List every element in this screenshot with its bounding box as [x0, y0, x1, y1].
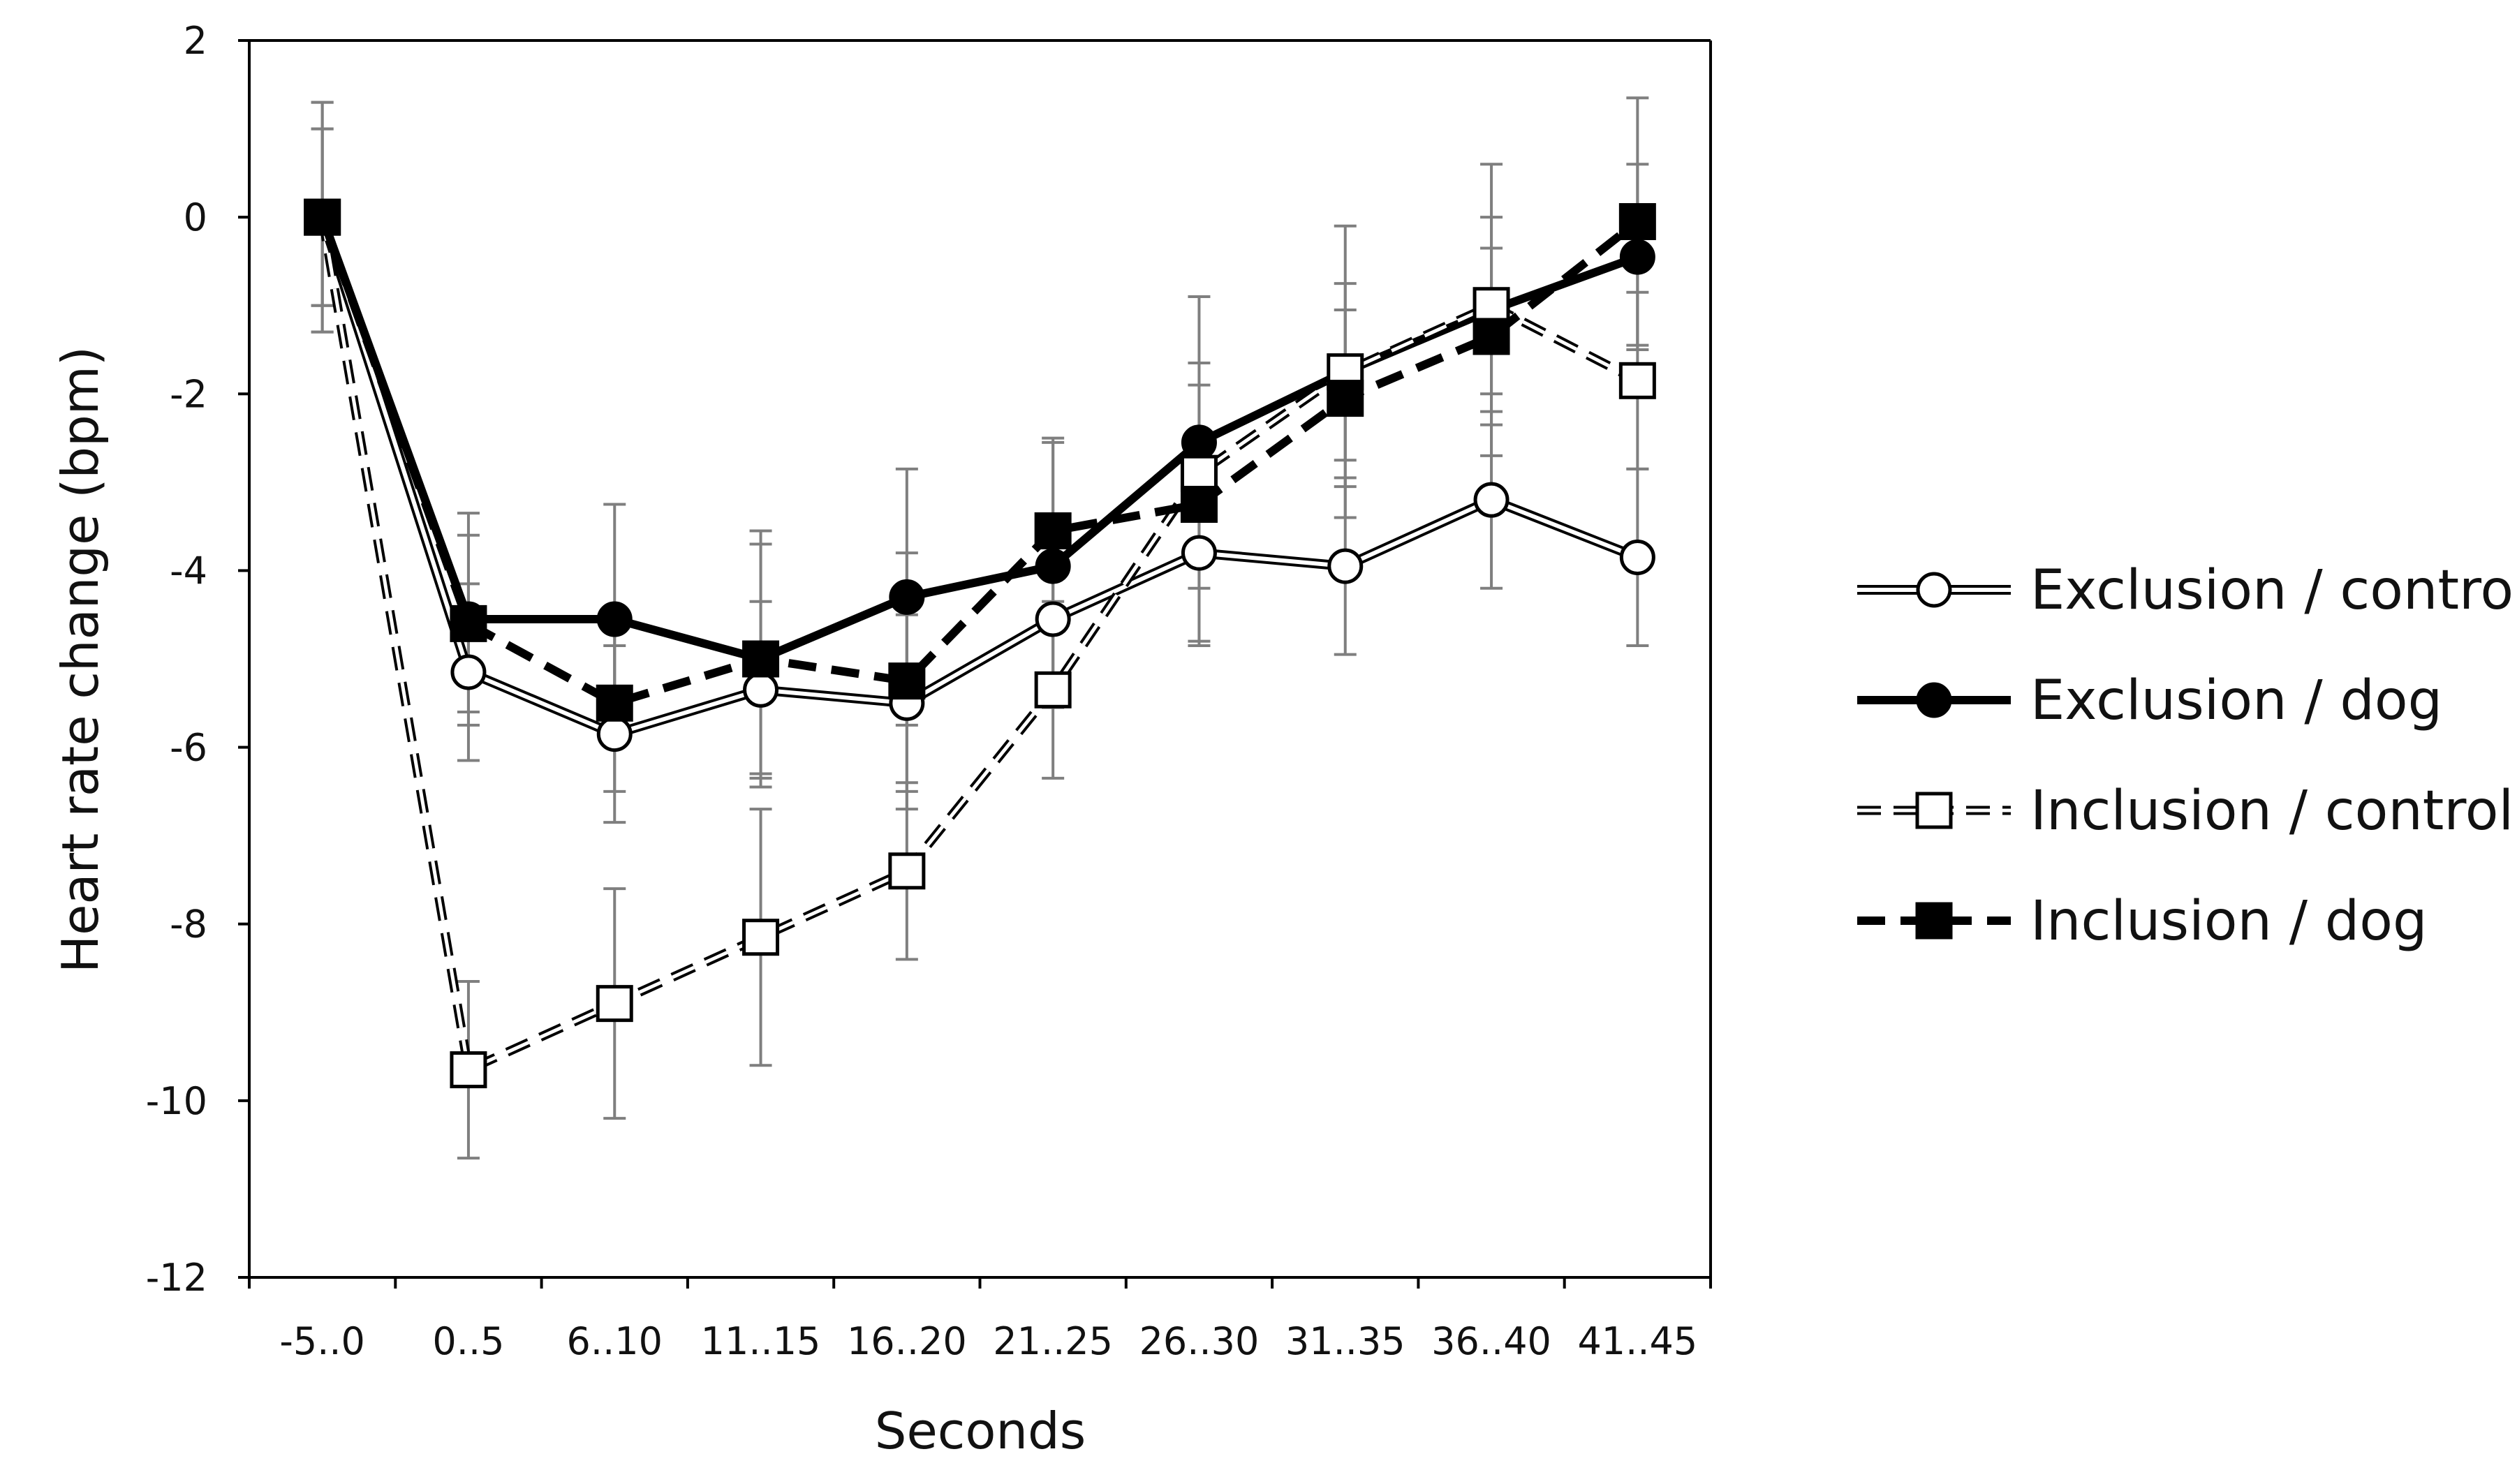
data-point-series-0 [743, 671, 779, 708]
legend-item: Inclusion / control [1857, 780, 2514, 843]
y-tick-label: -8 [170, 903, 207, 947]
series-line-2 [318, 216, 1640, 1075]
legend-item: Inclusion / dog [1857, 890, 2428, 953]
x-tick-label: -5..0 [279, 1319, 365, 1363]
x-tick-label: 26..30 [1139, 1319, 1260, 1363]
y-tick-label: -10 [146, 1079, 207, 1123]
y-tick-label: 2 [184, 19, 207, 63]
legend-label: Inclusion / control [2030, 780, 2514, 843]
series-line-3 [318, 216, 1641, 708]
x-tick-label: 31..35 [1285, 1319, 1405, 1363]
legend-item: Exclusion / control [1857, 559, 2517, 622]
data-point-series-2 [1472, 287, 1510, 325]
data-point-series-1 [1619, 239, 1655, 275]
y-axis: 2 0 -2 -4 -6 -8 -10 -12 [146, 19, 249, 1300]
data-point-series-2 [1034, 671, 1072, 708]
data-point-series-3 [1327, 380, 1364, 417]
data-point-series-1 [889, 579, 925, 615]
data-point-series-2 [1618, 362, 1656, 399]
data-point-series-3 [1618, 202, 1656, 240]
y-tick-label: -2 [170, 372, 207, 416]
data-point-series-2 [450, 1051, 487, 1089]
data-point-series-3 [450, 604, 487, 642]
series-line-0 [317, 216, 1639, 739]
x-tick-label: 36..40 [1431, 1319, 1551, 1363]
legend: Exclusion / control Exclusion / dog Inclus… [1857, 559, 2517, 953]
x-tick-label: 0..5 [432, 1319, 504, 1363]
y-tick-label: 0 [184, 195, 207, 239]
data-point-series-3 [888, 662, 926, 700]
data-point-series-0 [1327, 548, 1364, 584]
data-point-series-3 [742, 640, 780, 678]
x-tick-label: 21..25 [993, 1319, 1113, 1363]
legend-label: Inclusion / dog [2030, 890, 2428, 953]
data-point-series-1 [1181, 424, 1217, 461]
y-axis-title: Heart rate change (bpm) [51, 346, 110, 973]
data-point-series-2 [1180, 454, 1218, 492]
legend-item: Exclusion / dog [1857, 669, 2442, 732]
x-tick-label: 11..15 [701, 1319, 821, 1363]
x-axis-title: Seconds [875, 1402, 1086, 1460]
data-point-series-0 [1619, 539, 1655, 575]
data-point-series-2 [596, 985, 633, 1023]
legend-marker [1916, 682, 1952, 718]
data-point-series-0 [450, 654, 487, 690]
legend-marker [1915, 792, 1953, 829]
data-point-series-0 [1181, 535, 1217, 571]
data-point-series-3 [304, 198, 341, 236]
series-markers [304, 198, 1656, 1089]
plot-area [248, 39, 1712, 1279]
data-point-series-3 [1034, 512, 1072, 549]
data-point-series-2 [888, 852, 926, 890]
y-tick-label: -12 [146, 1256, 207, 1300]
data-point-series-2 [742, 919, 780, 956]
series-lines [317, 216, 1641, 1075]
legend-label: Exclusion / dog [2030, 669, 2442, 732]
x-axis: -5..0 0..5 6..10 11..15 16..20 21..25 26..30 31… [248, 1277, 1712, 1363]
x-tick-label: 16..20 [847, 1319, 967, 1363]
data-point-series-0 [1473, 482, 1510, 518]
data-point-series-3 [1180, 486, 1218, 523]
data-point-series-3 [596, 684, 633, 722]
y-tick-label: -4 [170, 549, 207, 593]
x-tick-label: 41..45 [1577, 1319, 1697, 1363]
y-tick-label: -6 [170, 726, 207, 770]
data-point-series-3 [1472, 318, 1510, 355]
data-point-series-1 [1035, 548, 1071, 584]
data-point-series-0 [596, 716, 633, 752]
legend-label: Exclusion / control [2030, 559, 2517, 622]
x-tick-label: 6..10 [567, 1319, 663, 1363]
legend-marker [1915, 902, 1953, 940]
series-line-1 [318, 216, 1639, 663]
data-point-series-0 [1035, 601, 1071, 637]
legend-marker [1916, 572, 1952, 608]
data-point-series-1 [596, 601, 633, 637]
